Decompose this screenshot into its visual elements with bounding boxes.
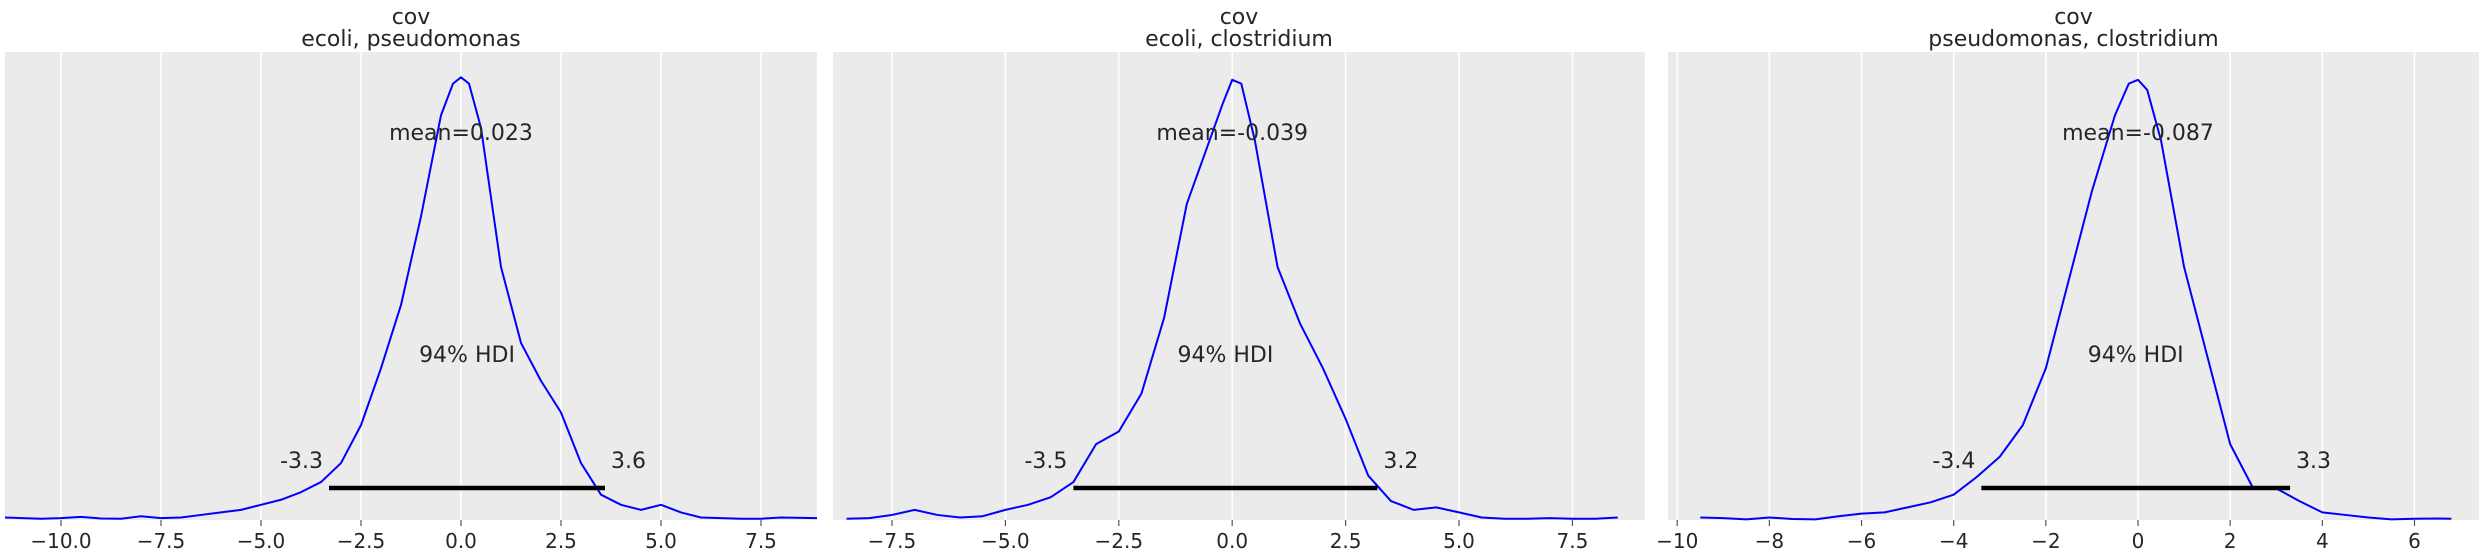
x-tick-label: −8 (1755, 529, 1784, 552)
density-line (846, 78, 1618, 520)
x-tick-label: −5.0 (981, 529, 1030, 552)
panel-subtitle: ecoli, pseudomonas (301, 27, 520, 52)
density-line (4, 76, 818, 520)
hdi-high-label: 3.3 (2296, 449, 2331, 474)
hdi-label: 94% HDI (2088, 343, 2184, 368)
x-tick-label: 0.0 (1216, 529, 1248, 552)
x-tick-label: −7.5 (137, 529, 186, 552)
hdi-low-label: -3.4 (1932, 449, 1975, 474)
plot-area (5, 52, 817, 520)
plot-area (833, 52, 1645, 520)
x-tick-label: −7.5 (868, 529, 917, 552)
x-tick-label: −2.5 (1094, 529, 1143, 552)
x-tick-label: 2.5 (545, 529, 577, 552)
x-tick-label: 0.0 (445, 529, 477, 552)
x-tick-label: −10 (1656, 529, 1698, 552)
hdi-low-label: -3.3 (280, 449, 323, 474)
mean-label: mean=-0.039 (1156, 121, 1308, 146)
panel-subtitle: ecoli, clostridium (1145, 27, 1333, 52)
x-tick-label: −2 (2031, 529, 2060, 552)
hdi-high-label: 3.6 (611, 449, 646, 474)
panel-title: cov (392, 5, 431, 30)
x-tick-label: 4 (2316, 529, 2329, 552)
panel-title: cov (2054, 5, 2093, 30)
x-tick-label: −10.0 (30, 529, 91, 552)
density-line (1700, 78, 2452, 521)
hdi-label: 94% HDI (1177, 343, 1273, 368)
x-tick-label: −4 (1939, 529, 1968, 552)
x-tick-label: 7.5 (745, 529, 777, 552)
x-tick-label: 7.5 (1557, 529, 1589, 552)
mean-label: mean=-0.087 (2062, 121, 2214, 146)
plot-area (1668, 52, 2479, 520)
x-tick-label: 2.5 (1330, 529, 1362, 552)
panel-title: cov (1220, 5, 1259, 30)
mean-label: mean=0.023 (389, 121, 533, 146)
x-tick-label: −5.0 (237, 529, 286, 552)
x-tick-label: 2 (2224, 529, 2237, 552)
hdi-low-label: -3.5 (1024, 449, 1067, 474)
x-tick-label: −2.5 (337, 529, 386, 552)
panel-subtitle: pseudomonas, clostridium (1928, 27, 2218, 52)
x-tick-label: 5.0 (645, 529, 677, 552)
hdi-label: 94% HDI (419, 343, 515, 368)
x-tick-label: 6 (2408, 529, 2421, 552)
x-tick-label: −6 (1847, 529, 1876, 552)
x-tick-label: 0 (2132, 529, 2145, 552)
x-tick-label: 5.0 (1443, 529, 1475, 552)
hdi-high-label: 3.2 (1383, 449, 1418, 474)
